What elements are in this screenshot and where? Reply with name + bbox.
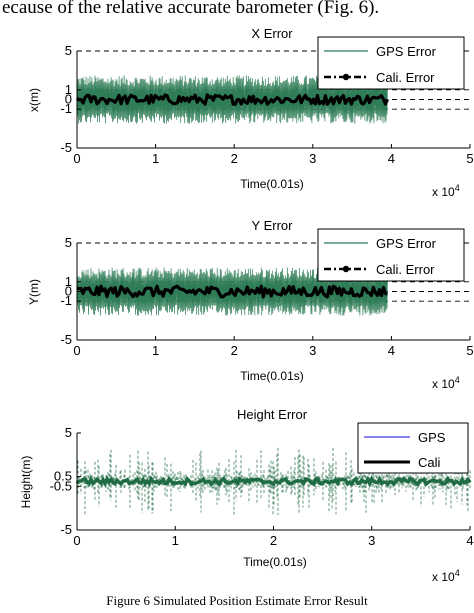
legend-entry-label: GPS Error — [376, 236, 437, 251]
header-text-fragment: ecause of the relative accurate baromete… — [2, 0, 380, 18]
legend-entry-label: Cali. Error — [376, 70, 435, 85]
x-tick-label: 3 — [368, 533, 375, 548]
x-tick-label: 4 — [388, 343, 395, 358]
legend-cali-marker — [342, 73, 350, 81]
y-tick-label: -5 — [60, 332, 72, 347]
y-tick-label: -5 — [60, 140, 72, 155]
x-tick-label: 1 — [172, 533, 179, 548]
x-tick-label: 0 — [73, 343, 80, 358]
height-error-multiplier: x 104 — [432, 568, 460, 584]
legend-entry-label: GPS Error — [376, 44, 437, 59]
legend-box — [317, 36, 465, 90]
x-tick-label: 2 — [231, 343, 238, 358]
x-tick-label: 0 — [73, 151, 80, 166]
gps-error-series — [76, 267, 388, 316]
legend-entry-label: Cali. Error — [376, 262, 435, 277]
y-tick-label: 1 — [65, 274, 72, 289]
y-error-title: Y Error — [252, 218, 294, 233]
x-error-xlabel: Time(0.01s) — [240, 177, 304, 191]
x-error-title: X Error — [251, 26, 293, 41]
y-tick-label: 0 — [65, 92, 72, 107]
cali-height-series — [75, 475, 472, 488]
height-error-xlabel: Time(0.01s) — [243, 555, 307, 569]
y-error-panel: Y Error Y(m) Time(0.01s) x 104 0 1 2 3 4 5510… — [27, 218, 474, 391]
y-error-multiplier: x 104 — [432, 375, 460, 391]
x-tick-label: 5 — [466, 343, 473, 358]
x-tick-label: 1 — [152, 343, 159, 358]
x-error-panel: X Error x(m) Time(0.01s) x 104 0 1 2 3 4 5510… — [27, 26, 474, 199]
legend-entry-label: GPS — [418, 430, 446, 445]
legend-box — [317, 228, 465, 282]
cali-error-series — [75, 93, 389, 106]
height-error-panel: Height Error Height(m) Time(0.01s) x 104… — [19, 407, 474, 584]
gps-error-series — [76, 75, 388, 124]
x-tick-label: 5 — [466, 151, 473, 166]
y-tick-label: 5 — [65, 235, 72, 250]
x-error-multiplier: x 104 — [432, 183, 460, 199]
x-error-ylabel: x(m) — [27, 88, 41, 112]
y-tick-label: 1 — [65, 82, 72, 97]
y-tick-label: 0 — [65, 284, 72, 299]
y-tick-label: -0.5 — [50, 478, 72, 493]
legend-cali-marker — [342, 265, 350, 273]
x-tick-label: 0 — [73, 533, 80, 548]
legend-box — [357, 422, 469, 474]
y-tick-label: -5 — [60, 522, 72, 537]
y-tick-label: 5 — [65, 43, 72, 58]
height-error-ylabel: Height(m) — [19, 456, 33, 509]
height-error-title: Height Error — [237, 407, 308, 422]
x-tick-label: 3 — [309, 151, 316, 166]
y-tick-label: -1 — [60, 293, 72, 308]
legend-entry-label: Cali — [418, 455, 441, 470]
y-error-xlabel: Time(0.01s) — [240, 369, 304, 383]
x-tick-label: 2 — [270, 533, 277, 548]
x-tick-label: 1 — [152, 151, 159, 166]
x-tick-label: 2 — [231, 151, 238, 166]
y-tick-label: 0.5 — [54, 469, 72, 484]
figure-caption: Figure 6 Simulated Position Estimate Err… — [106, 593, 368, 608]
x-tick-label: 4 — [466, 533, 473, 548]
y-tick-label: 5 — [65, 425, 72, 440]
cali-error-series — [76, 284, 389, 299]
x-tick-label: 4 — [388, 151, 395, 166]
y-tick-label: -1 — [60, 101, 72, 116]
x-tick-label: 3 — [309, 343, 316, 358]
y-error-ylabel: Y(m) — [27, 279, 41, 305]
